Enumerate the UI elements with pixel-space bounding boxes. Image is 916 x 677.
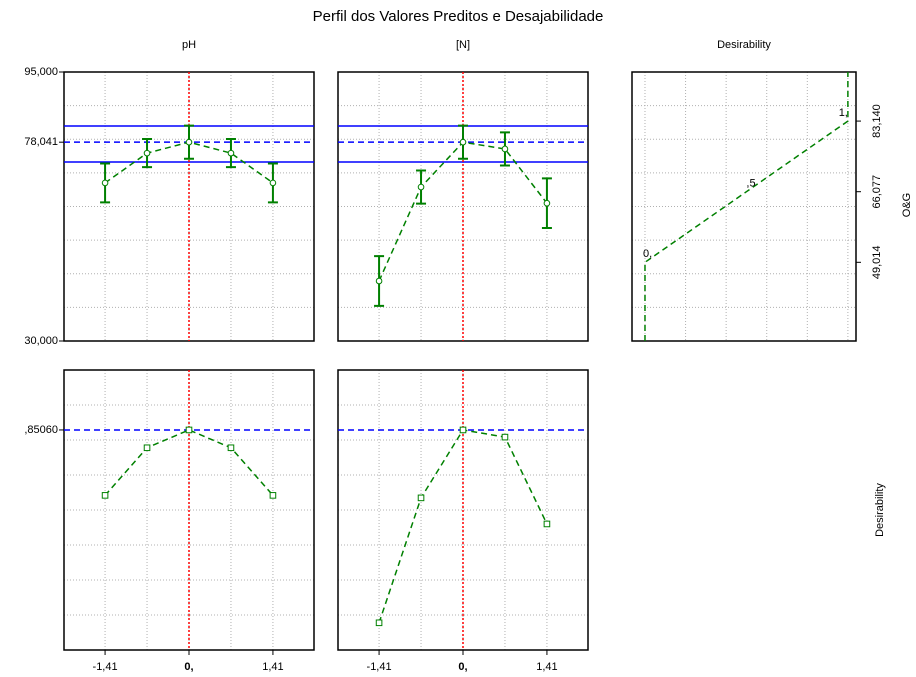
marker (501, 145, 509, 153)
marker (143, 149, 151, 157)
marker (417, 183, 425, 191)
x-tick-label: 0, (458, 661, 467, 673)
marker (543, 520, 551, 528)
marker (543, 199, 551, 207)
y-tick-label: 66,077 (871, 175, 883, 209)
x-tick-label: -1,41 (367, 661, 392, 673)
y-tick-label: ,85060 (24, 424, 58, 436)
chart-title: Perfil dos Valores Preditos e Desajabili… (313, 8, 604, 25)
y-tick-label: 49,014 (871, 245, 883, 279)
x-tick-label: 0, (184, 661, 193, 673)
series-line (104, 429, 274, 496)
marker (101, 492, 109, 499)
marker (269, 492, 277, 499)
y-tick-label: 78,041 (24, 136, 58, 148)
panel-frame (631, 71, 857, 342)
marker (375, 277, 383, 285)
marker (375, 619, 383, 627)
x-tick-label: -1,41 (93, 661, 118, 673)
x-tick-label: 1,41 (262, 661, 283, 673)
desirability-label: 1, (839, 107, 848, 119)
marker (459, 138, 467, 146)
marker (227, 149, 235, 157)
marker (227, 444, 235, 452)
x-tick-label: 1,41 (536, 661, 557, 673)
marker (101, 179, 109, 187)
y-tick-label: 83,140 (871, 104, 883, 138)
marker (417, 494, 425, 502)
marker (501, 433, 509, 441)
marker (185, 138, 193, 146)
marker (459, 426, 467, 434)
marker (185, 426, 193, 434)
panel-title: Desirability (717, 39, 771, 51)
row-label: Desirability (874, 483, 886, 537)
y-tick-label: 30,000 (24, 335, 58, 347)
y-tick-label: 95,000 (24, 66, 58, 78)
desirability-label: 0, (643, 248, 652, 260)
series-line (644, 72, 849, 341)
panel-title: [N] (456, 39, 470, 51)
marker (269, 179, 277, 187)
panel-title: pH (182, 39, 196, 51)
row-label: O&G (901, 193, 913, 217)
marker (143, 444, 151, 452)
desirability-label: ,5 (746, 178, 755, 190)
